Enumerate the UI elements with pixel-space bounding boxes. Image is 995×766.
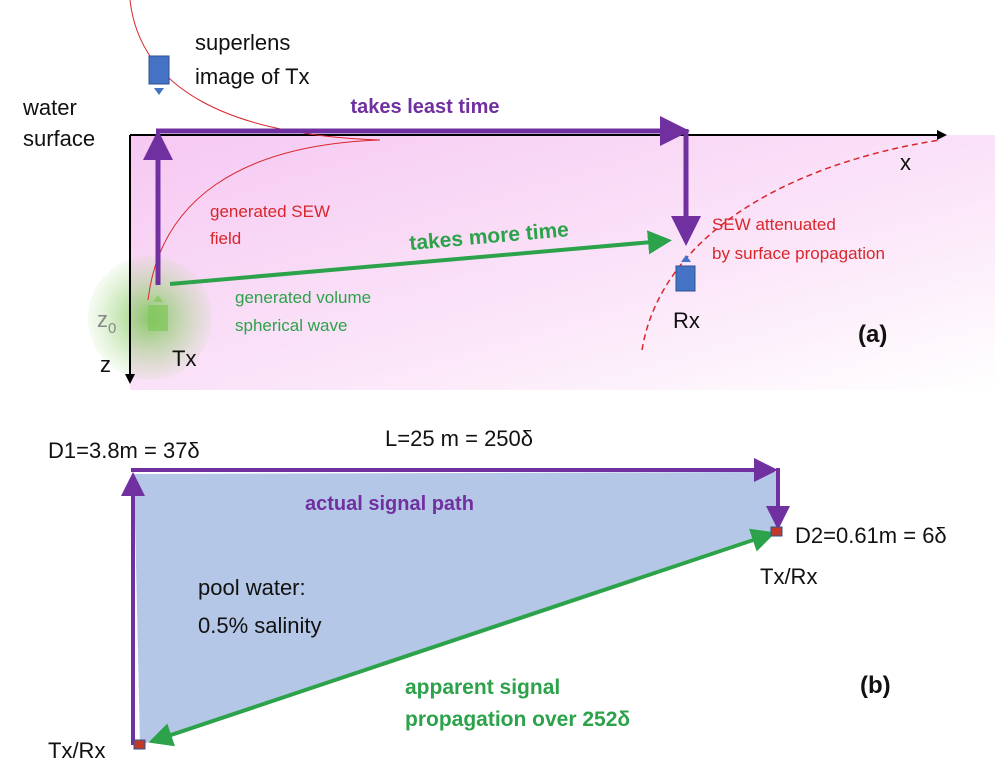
z0-sub: 0 xyxy=(108,320,116,337)
x-axis-label: x xyxy=(900,150,911,175)
d2-label: D2=0.61m = 6δ xyxy=(795,523,947,548)
volume-label: generated volume xyxy=(235,288,371,307)
attenuated-label: SEW attenuated xyxy=(712,215,836,234)
txrx-left-label: Tx/Rx xyxy=(48,738,105,763)
actual-path-label: actual signal path xyxy=(305,493,474,515)
superlens-label: image of Tx xyxy=(195,64,310,89)
least-time-label: takes least time xyxy=(351,96,500,118)
sew-label: generated SEW xyxy=(210,202,330,221)
diagram: superlens image of Tx water surface take… xyxy=(0,0,995,766)
txrx-right-label: Tx/Rx xyxy=(760,564,817,589)
volume-label: spherical wave xyxy=(235,316,347,335)
superlens-label: superlens xyxy=(195,30,290,55)
d1-label: D1=3.8m = 37δ xyxy=(48,438,200,463)
z0-base: z xyxy=(97,307,108,332)
tx-label: Tx xyxy=(172,346,196,371)
tx xyxy=(148,305,168,331)
water-label: water xyxy=(22,95,77,120)
attenuated-label: by surface propagation xyxy=(712,244,885,263)
apparent-label: propagation over 252δ xyxy=(405,708,630,731)
image-tx xyxy=(149,56,169,84)
z-axis-label: z xyxy=(100,352,111,377)
apparent-label: apparent signal xyxy=(405,676,560,699)
txrx-left xyxy=(134,740,145,749)
rx xyxy=(676,266,695,291)
water-label: surface xyxy=(23,126,95,151)
panel-label: (b) xyxy=(860,672,891,699)
image-arrow xyxy=(154,88,164,95)
panel-label: (a) xyxy=(858,321,887,348)
sew-label: field xyxy=(210,229,241,248)
pool-label: 0.5% salinity xyxy=(198,613,322,638)
txrx-right xyxy=(771,527,782,536)
l-label: L=25 m = 250δ xyxy=(385,426,533,451)
rx-label: Rx xyxy=(673,308,700,333)
pool-label: pool water: xyxy=(198,575,306,600)
